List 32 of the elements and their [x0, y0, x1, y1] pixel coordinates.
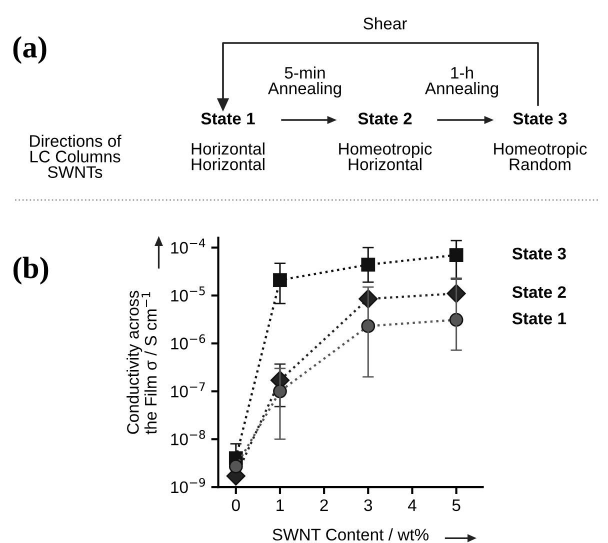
y-tick-label: 10$^{−4}$: [171, 238, 206, 254]
text: 5-min Annealing: [268, 66, 341, 98]
text: State 1: [512, 312, 566, 324]
text: Homeotropic Horizontal: [339, 142, 432, 170]
x-axis-title: SWNT Content / wt%: [272, 528, 428, 541]
text: Directions of LC Columns SWNTs: [30, 134, 122, 178]
text: State 2: [512, 286, 566, 298]
text: Homeotropic Random: [494, 142, 587, 170]
text: (b): [14, 256, 48, 285]
y-axis-title: Conductivity across the Film σ / S cm$^{−1}$: [126, 290, 157, 434]
y-tick-label: 10$^{−9}$: [171, 478, 206, 494]
point: [273, 273, 287, 288]
y-tick-label: 10$^{−8}$: [171, 430, 206, 446]
point: [228, 459, 243, 474]
x-tick-label: 5: [452, 499, 460, 512]
x-tick-label: 4: [408, 499, 416, 511]
y-tick-label: 10$^{−7}$: [171, 382, 205, 398]
x-tick-label: 0: [232, 499, 240, 512]
x-tick-label: 3: [364, 499, 372, 512]
point: [361, 258, 376, 272]
y-tick-label: 10$^{−6}$: [171, 334, 206, 350]
text: State 2: [358, 112, 412, 124]
text: (a): [13, 36, 46, 64]
y-tick-label: 10$^{−5}$: [171, 286, 205, 302]
x-tick-label: 2: [320, 499, 328, 511]
text: State 3: [512, 248, 566, 260]
text: State 1: [201, 112, 255, 124]
text: Horizontal Horizontal: [192, 142, 264, 170]
text: State 3: [513, 112, 567, 124]
x-tick-label: 1: [276, 499, 284, 511]
text: 1-h Annealing: [424, 66, 498, 98]
text: Shear: [364, 17, 407, 30]
